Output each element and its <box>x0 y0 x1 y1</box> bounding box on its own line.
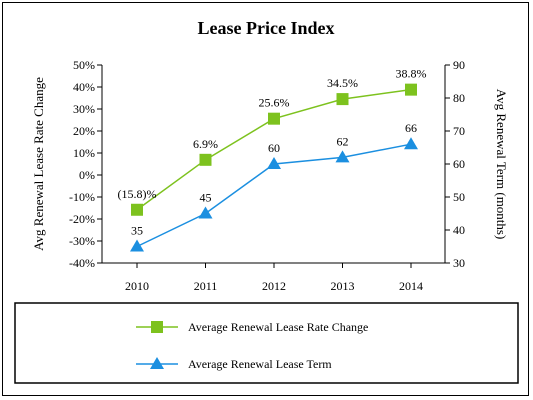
series-group: (15.8)% 6.9% 25.6% 34.5% 38.8% 35 45 60 62 66 <box>118 67 427 252</box>
y-right-tick-label: 80 <box>453 91 465 105</box>
data-point-lease-term <box>267 157 281 169</box>
data-label: 62 <box>337 134 349 148</box>
axes-group: -40% -30% -20% -10% 0% 10% 20% 30% 40% 50% 30 40 50 6… <box>69 58 465 293</box>
y-axis-left-label: Avg Renewal Lease Rate Change <box>31 77 46 251</box>
y-left-tick-label: 0% <box>79 168 95 182</box>
y-right-tick-label: 30 <box>453 256 465 270</box>
y-right-tick-label: 60 <box>453 157 465 171</box>
legend-label-0: Average Renewal Lease Rate Change <box>188 320 368 334</box>
y-left-tick-label: 50% <box>73 58 95 72</box>
data-label: 38.8% <box>396 67 427 81</box>
data-label: 60 <box>268 141 280 155</box>
legend-marker-triangle <box>150 357 164 369</box>
data-label: (15.8)% <box>118 187 157 201</box>
y-right-tick-label: 40 <box>453 223 465 237</box>
data-label: 45 <box>200 191 212 205</box>
data-label: 25.6% <box>259 96 290 110</box>
legend-label-1: Average Renewal Lease Term <box>188 357 332 371</box>
data-label: 34.5% <box>327 76 358 90</box>
y-left-tick-label: 20% <box>73 124 95 138</box>
legend-marker-square <box>151 321 163 333</box>
y-left-tick-label: -10% <box>69 190 95 204</box>
data-label: 66 <box>405 121 417 135</box>
y-right-tick-label: 90 <box>453 58 465 72</box>
data-point-rate-change <box>268 112 280 125</box>
chart-title: Lease Price Index <box>198 18 335 38</box>
x-tick-label: 2014 <box>399 279 423 293</box>
legend: Average Renewal Lease Rate Change Average… <box>136 320 368 371</box>
data-label: 6.9% <box>193 137 218 151</box>
data-point-lease-term <box>335 150 350 163</box>
y-left-tick-label: 30% <box>73 102 95 116</box>
y-right-tick-label: 50 <box>453 190 465 204</box>
x-tick-label: 2010 <box>125 279 149 293</box>
x-tick-label: 2013 <box>331 279 355 293</box>
x-tick-label: 2011 <box>194 279 218 293</box>
y-right-tick-label: 70 <box>453 124 465 138</box>
y-left-tick-label: 40% <box>73 80 95 94</box>
legend-box <box>14 302 519 384</box>
data-point-rate-change <box>199 153 212 166</box>
y-axis-right-label: Avg Renewal Term (months) <box>494 89 509 240</box>
y-left-tick-label: 10% <box>73 146 95 160</box>
data-label: 35 <box>131 224 143 238</box>
y-left-tick-label: -40% <box>69 256 95 270</box>
x-tick-label: 2012 <box>262 279 286 293</box>
y-left-tick-label: -20% <box>69 212 95 226</box>
data-point-rate-change <box>131 203 143 216</box>
data-point-rate-change <box>336 93 349 106</box>
data-point-lease-term <box>404 137 418 150</box>
data-point-lease-term <box>198 206 213 219</box>
data-point-lease-term <box>130 239 144 252</box>
y-left-tick-label: -30% <box>69 234 95 248</box>
data-point-rate-change <box>405 83 417 96</box>
